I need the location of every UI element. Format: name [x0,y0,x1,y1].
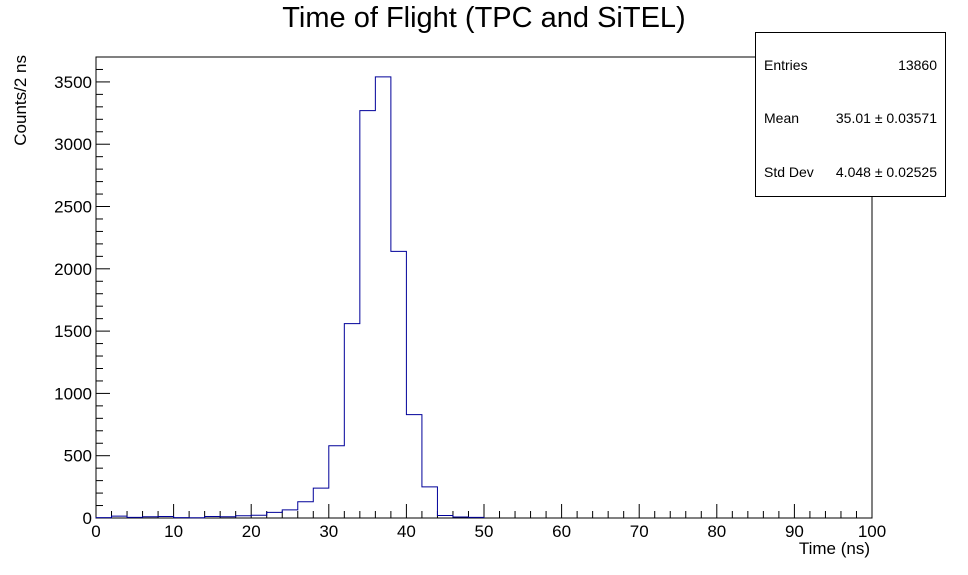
y-tick-label: 500 [64,447,92,466]
x-tick-label: 50 [475,522,494,541]
x-tick-label: 60 [552,522,571,541]
y-tick-label: 3500 [54,73,92,92]
stat-value: 35.01 ± 0.03571 [835,110,937,126]
stat-row-mean: Mean 35.01 ± 0.03571 [764,110,937,128]
y-tick-label: 2500 [54,198,92,217]
x-tick-label: 90 [785,522,804,541]
chart-title: Time of Flight (TPC and SiTEL) [282,2,686,34]
y-tick-label: 1000 [54,384,92,403]
x-tick-label: 20 [242,522,261,541]
x-axis-ticks: 0 10 20 30 40 50 60 70 80 90 100 [91,504,886,541]
y-tick-label: 1500 [54,322,92,341]
x-axis-title: Time (ns) [799,539,870,558]
stat-label: Std Dev [764,164,814,180]
y-tick-label: 2000 [54,260,92,279]
stat-value: 4.048 ± 0.02525 [835,164,937,180]
stat-row-std-dev: Std Dev 4.048 ± 0.02525 [764,164,937,182]
stat-value: 13860 [898,57,937,73]
histogram-series [95,76,485,519]
stat-label: Mean [764,110,800,126]
x-tick-label: 100 [858,522,886,541]
y-axis-title: Counts/2 ns [11,55,30,146]
stats-box: Entries 13860 Mean 35.01 ± 0.03571 Std D… [755,32,946,197]
x-tick-label: 40 [397,522,416,541]
x-tick-label: 70 [630,522,649,541]
x-tick-label: 10 [164,522,183,541]
stat-row-entries: Entries 13860 [764,57,937,75]
x-tick-label: 30 [319,522,338,541]
x-tick-label: 0 [91,522,100,541]
y-axis-ticks: 0 500 1000 1500 2000 2500 3000 3500 [54,56,110,528]
stat-label: Entries [764,57,808,73]
y-tick-label: 0 [83,509,92,528]
x-tick-label: 80 [707,522,726,541]
y-tick-label: 3000 [54,135,92,154]
